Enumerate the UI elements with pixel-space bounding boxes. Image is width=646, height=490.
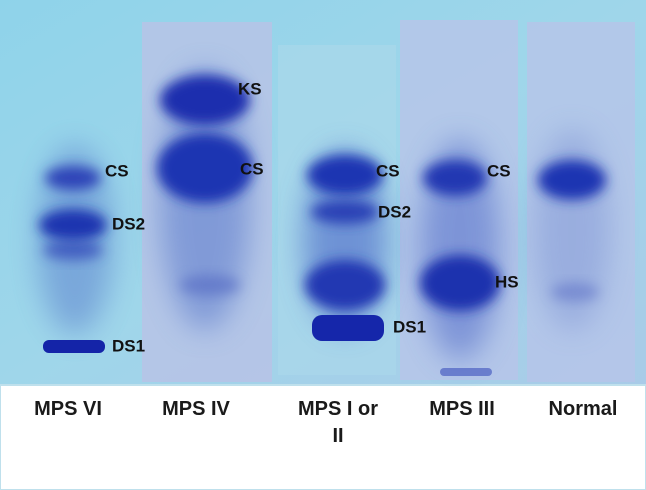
band [538,160,606,200]
band-label: DS1 [112,336,145,355]
band-label: DS2 [112,214,145,233]
band [312,315,384,341]
band [157,133,253,203]
band-label: CS [240,159,264,178]
band-label: CS [376,161,400,180]
band [305,260,385,310]
band [423,160,487,196]
band-labels: CS DS2 DS1 KS CS CS DS2 DS1 CS HS [105,79,519,355]
band-label: KS [238,79,262,98]
lane-label: MPS III [429,398,495,420]
band [43,240,103,260]
lane-label: MPS VI [34,398,102,420]
band [43,340,105,353]
band [551,283,599,301]
band [440,368,492,376]
label-panel [0,384,646,490]
band [180,275,240,295]
lane-label: MPS IV [162,398,230,420]
band [160,75,250,125]
band-label: HS [495,272,519,291]
band [39,209,107,241]
lane-label: Normal [548,398,618,420]
band [45,166,101,190]
band-label: DS1 [393,317,426,336]
band-label: CS [105,161,129,180]
band-label: CS [487,161,511,180]
band [420,255,500,311]
lane-label: MPS I or II [298,398,379,447]
band-label: DS2 [378,202,411,221]
band [307,155,383,195]
band [311,200,379,224]
